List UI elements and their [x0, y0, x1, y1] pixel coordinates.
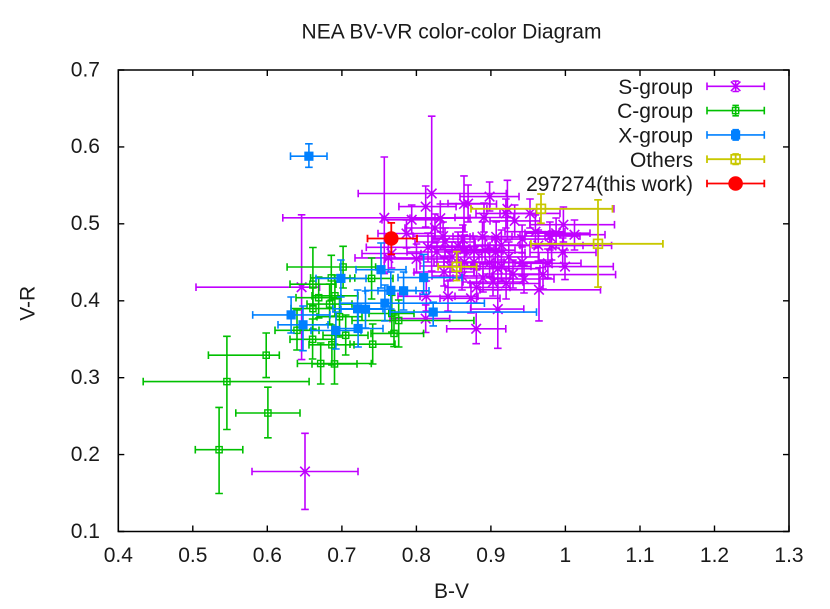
svg-text:0.4: 0.4 — [71, 289, 101, 312]
svg-text:0.4: 0.4 — [104, 544, 134, 567]
svg-text:X-group: X-group — [618, 125, 693, 148]
svg-text:0.7: 0.7 — [327, 544, 356, 567]
svg-text:S-group: S-group — [618, 76, 693, 99]
svg-text:C-group: C-group — [617, 100, 693, 123]
svg-text:1: 1 — [560, 544, 572, 567]
svg-text:1.3: 1.3 — [774, 544, 803, 567]
svg-text:0.2: 0.2 — [71, 443, 100, 466]
svg-text:1.1: 1.1 — [625, 544, 654, 567]
svg-text:0.5: 0.5 — [178, 544, 207, 567]
svg-text:0.9: 0.9 — [476, 544, 505, 567]
svg-text:0.5: 0.5 — [71, 212, 100, 235]
svg-text:0.6: 0.6 — [71, 135, 100, 158]
svg-text:0.7: 0.7 — [71, 58, 100, 81]
svg-text:Others: Others — [630, 149, 693, 172]
svg-text:297274(this work): 297274(this work) — [526, 173, 693, 196]
svg-text:1.2: 1.2 — [700, 544, 729, 567]
svg-text:B-V: B-V — [434, 580, 469, 603]
svg-text:0.3: 0.3 — [71, 366, 100, 389]
svg-text:0.8: 0.8 — [402, 544, 431, 567]
svg-text:NEA BV-VR color-color Diagram: NEA BV-VR color-color Diagram — [302, 21, 602, 44]
svg-text:0.6: 0.6 — [253, 544, 282, 567]
svg-text:0.1: 0.1 — [71, 520, 100, 543]
svg-text:V-R: V-R — [17, 286, 40, 321]
